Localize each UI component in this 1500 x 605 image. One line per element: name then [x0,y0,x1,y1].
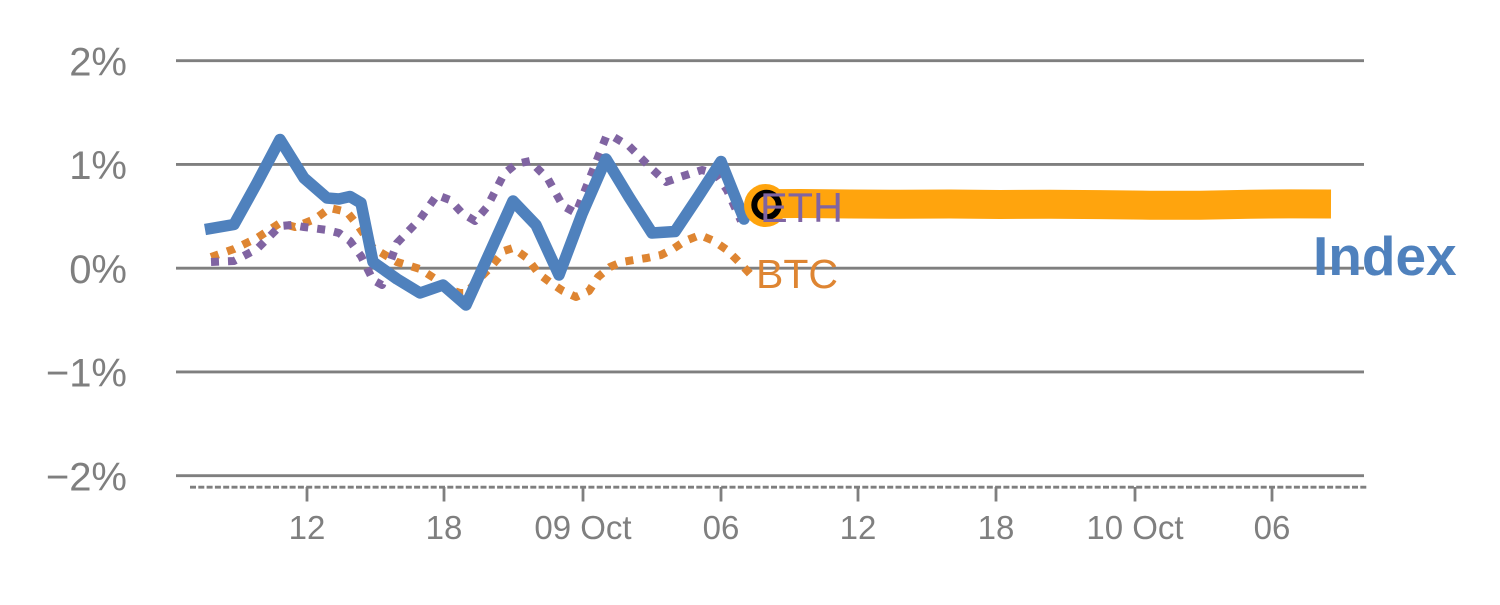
svg-text:06: 06 [703,509,740,546]
svg-text:12: 12 [840,509,877,546]
svg-text:18: 18 [426,509,463,546]
svg-text:0%: 0% [69,248,127,292]
svg-text:1%: 1% [69,144,127,188]
svg-text:Index: Index [1313,225,1457,287]
svg-text:−1%: −1% [46,352,127,396]
svg-text:09 Oct: 09 Oct [534,509,631,546]
svg-text:−2%: −2% [46,455,127,499]
svg-text:18: 18 [978,509,1015,546]
svg-text:06: 06 [1254,509,1291,546]
svg-text:12: 12 [289,509,326,546]
svg-text:10 Oct: 10 Oct [1086,509,1183,546]
svg-text:2%: 2% [69,40,127,84]
svg-text:ETH: ETH [760,184,843,231]
svg-text:BTC: BTC [756,251,838,297]
